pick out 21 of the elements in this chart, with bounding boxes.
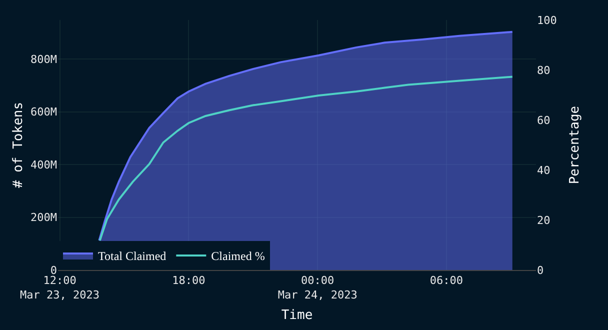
y2-tick-label: 20 [537,214,550,227]
legend-label: Claimed % [211,249,265,264]
y-tick-label: 800M [30,52,58,66]
y-tick-label: 600M [30,106,58,119]
x-tick-label: 00:00 Mar 24, 2023 [278,274,358,302]
y-axis-title: # of Tokens [11,102,26,188]
x-tick-label: 06:00 [430,274,464,288]
y2-axis-title: Percentage [568,106,582,184]
y-tick-label: 0 [50,264,57,277]
x-axis-title: Time [281,308,313,323]
x-tick-label: 18:00 [172,274,206,288]
y-tick-label: 200M [30,211,58,224]
y2-tick-label: 80 [537,64,550,77]
y-tick-label: 400M [30,158,58,172]
x-tick-label: 12:00 Mar 23, 2023 [20,274,100,302]
y2-tick-label: 60 [537,114,550,127]
y2-tick-label: 0 [537,264,544,277]
y2-tick-label: 40 [537,164,550,177]
legend-label: Total Claimed [98,249,166,264]
line-series [98,76,514,242]
y2-tick-label: 100 [537,14,557,27]
